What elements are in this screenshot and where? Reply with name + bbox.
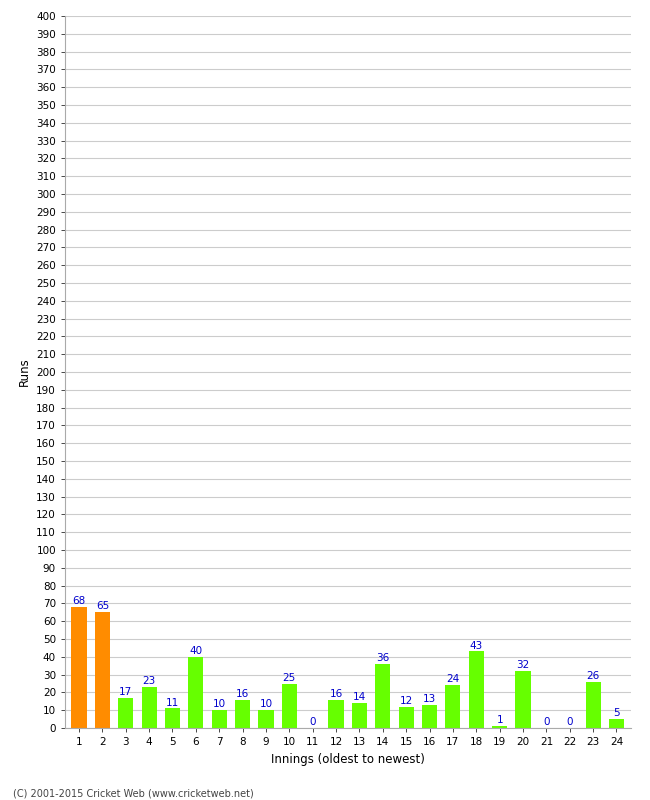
Y-axis label: Runs: Runs: [18, 358, 31, 386]
Bar: [422, 705, 437, 728]
Text: 0: 0: [567, 717, 573, 727]
Bar: [95, 612, 110, 728]
Text: 12: 12: [400, 696, 413, 706]
Text: 16: 16: [236, 689, 249, 698]
Bar: [72, 607, 86, 728]
Text: 13: 13: [423, 694, 436, 704]
Text: 10: 10: [259, 699, 272, 710]
Text: 11: 11: [166, 698, 179, 707]
Bar: [212, 710, 227, 728]
Bar: [515, 671, 530, 728]
Text: 32: 32: [516, 660, 530, 670]
Text: (C) 2001-2015 Cricket Web (www.cricketweb.net): (C) 2001-2015 Cricket Web (www.cricketwe…: [13, 788, 254, 798]
Text: 25: 25: [283, 673, 296, 682]
Text: 0: 0: [309, 717, 316, 727]
Bar: [235, 699, 250, 728]
X-axis label: Innings (oldest to newest): Innings (oldest to newest): [271, 753, 424, 766]
Bar: [188, 657, 203, 728]
Bar: [142, 687, 157, 728]
Text: 23: 23: [142, 676, 156, 686]
Text: 65: 65: [96, 602, 109, 611]
Bar: [445, 686, 460, 728]
Bar: [609, 719, 624, 728]
Text: 5: 5: [613, 708, 620, 718]
Text: 1: 1: [497, 715, 503, 726]
Text: 26: 26: [586, 671, 600, 681]
Text: 36: 36: [376, 653, 389, 663]
Text: 24: 24: [447, 674, 460, 684]
Text: 68: 68: [72, 596, 86, 606]
Bar: [328, 699, 344, 728]
Bar: [492, 726, 507, 728]
Text: 43: 43: [470, 641, 483, 650]
Text: 40: 40: [189, 646, 202, 656]
Text: 17: 17: [119, 687, 133, 697]
Bar: [165, 709, 180, 728]
Bar: [258, 710, 274, 728]
Text: 10: 10: [213, 699, 226, 710]
Bar: [118, 698, 133, 728]
Bar: [281, 683, 297, 728]
Bar: [586, 682, 601, 728]
Bar: [352, 703, 367, 728]
Text: 0: 0: [543, 717, 550, 727]
Bar: [469, 651, 484, 728]
Bar: [398, 706, 414, 728]
Text: 14: 14: [353, 692, 366, 702]
Text: 16: 16: [330, 689, 343, 698]
Bar: [375, 664, 391, 728]
